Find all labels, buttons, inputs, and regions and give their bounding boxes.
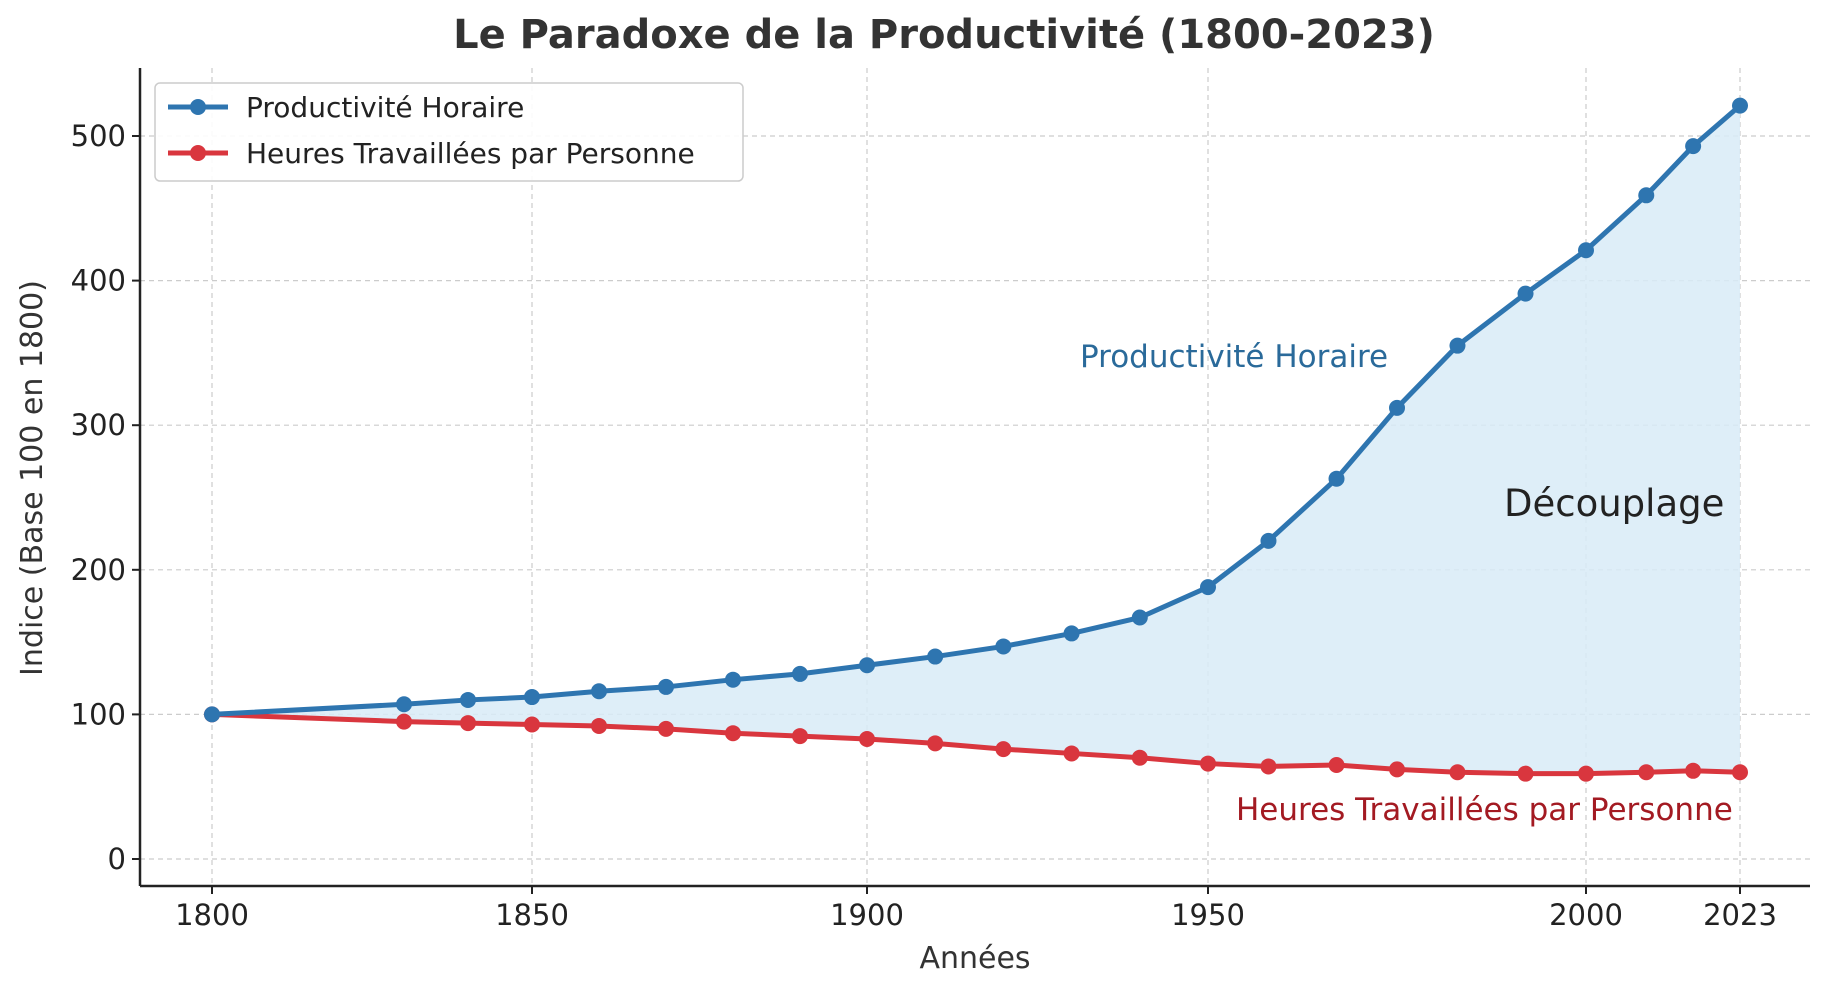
- x-tick-label: 1950: [1171, 898, 1245, 932]
- data-point-hours: [1328, 757, 1345, 774]
- data-point-hours: [1517, 765, 1534, 782]
- data-point-productivity: [1131, 609, 1148, 626]
- data-point-hours: [1578, 765, 1594, 782]
- data-point-productivity: [1638, 187, 1655, 204]
- data-point-productivity: [1578, 242, 1594, 259]
- data-point-hours: [591, 717, 607, 734]
- data-point-productivity: [792, 665, 808, 682]
- data-point-productivity: [1685, 138, 1702, 155]
- legend-label-hours: Heures Travaillées par Personne: [246, 137, 695, 170]
- data-point-hours: [1449, 764, 1466, 781]
- y-tick-label: 100: [71, 697, 126, 731]
- data-point-productivity: [859, 657, 875, 674]
- x-tick-label: 1800: [175, 898, 249, 932]
- data-point-hours: [1732, 764, 1748, 781]
- data-point-hours: [1685, 762, 1702, 779]
- legend: Productivité Horaire Heures Travaillées …: [154, 82, 744, 182]
- data-point-productivity: [1063, 625, 1080, 642]
- data-point-hours: [1200, 755, 1216, 772]
- data-point-productivity: [1260, 532, 1277, 549]
- y-tick-label: 500: [71, 119, 126, 153]
- chart-title: Le Paradoxe de la Productivité (1800-202…: [453, 12, 1435, 58]
- annotation-hours: Heures Travaillées par Personne: [1236, 792, 1733, 828]
- data-point-hours: [524, 716, 540, 733]
- data-point-productivity: [725, 671, 741, 688]
- data-point-productivity: [927, 648, 944, 665]
- data-point-productivity: [591, 683, 607, 700]
- y-tick-label: 300: [71, 408, 126, 442]
- data-point-hours: [1638, 764, 1655, 781]
- data-point-hours: [1131, 749, 1148, 766]
- data-point-productivity: [1389, 399, 1405, 416]
- annotation-decoupling: Découplage: [1504, 482, 1724, 525]
- legend-label-productivity: Productivité Horaire: [246, 91, 524, 124]
- data-point-hours: [1063, 745, 1080, 762]
- data-point-productivity: [1200, 579, 1216, 596]
- decoupling-fill-area: [212, 105, 1740, 774]
- data-point-productivity: [658, 678, 674, 695]
- data-point-hours: [460, 715, 476, 732]
- data-point-hours: [995, 741, 1012, 758]
- legend-marker-productivity: [190, 99, 206, 115]
- data-point-hours: [927, 735, 944, 752]
- data-point-productivity: [1328, 470, 1345, 487]
- data-point-hours: [859, 730, 875, 747]
- data-point-productivity: [1732, 97, 1748, 114]
- x-tick-label: 2000: [1549, 898, 1623, 932]
- data-point-hours: [1260, 758, 1277, 775]
- data-point-productivity: [1449, 337, 1466, 354]
- data-point-hours: [396, 713, 412, 730]
- x-tick-label: 1850: [495, 898, 569, 932]
- data-point-productivity: [396, 696, 412, 713]
- series-lines: [204, 97, 1748, 782]
- data-point-productivity: [1517, 285, 1534, 302]
- data-point-hours: [725, 725, 741, 742]
- data-point-productivity: [460, 691, 476, 708]
- data-point-hours: [1389, 761, 1405, 778]
- annotation-productivity: Productivité Horaire: [1080, 339, 1388, 375]
- data-point-hours: [658, 720, 674, 737]
- axes: 1800 1850 1900 1950 2000 2023 0 100 200 300 400 500: [71, 68, 1810, 932]
- y-tick-label: 0: [108, 842, 126, 876]
- legend-box: [154, 82, 744, 182]
- legend-marker-hours: [190, 145, 206, 161]
- y-tick-label: 200: [71, 553, 126, 587]
- x-tick-label: 1900: [830, 898, 904, 932]
- x-tick-label: 2023: [1703, 898, 1777, 932]
- data-point-hours: [792, 728, 808, 745]
- data-point-productivity: [524, 689, 540, 706]
- y-axis-label: Indice (Base 100 en 1800): [15, 280, 50, 676]
- data-point-productivity: [995, 638, 1012, 655]
- y-tick-label: 400: [71, 264, 126, 298]
- data-point-productivity: [204, 706, 220, 723]
- x-axis-label: Années: [919, 941, 1030, 976]
